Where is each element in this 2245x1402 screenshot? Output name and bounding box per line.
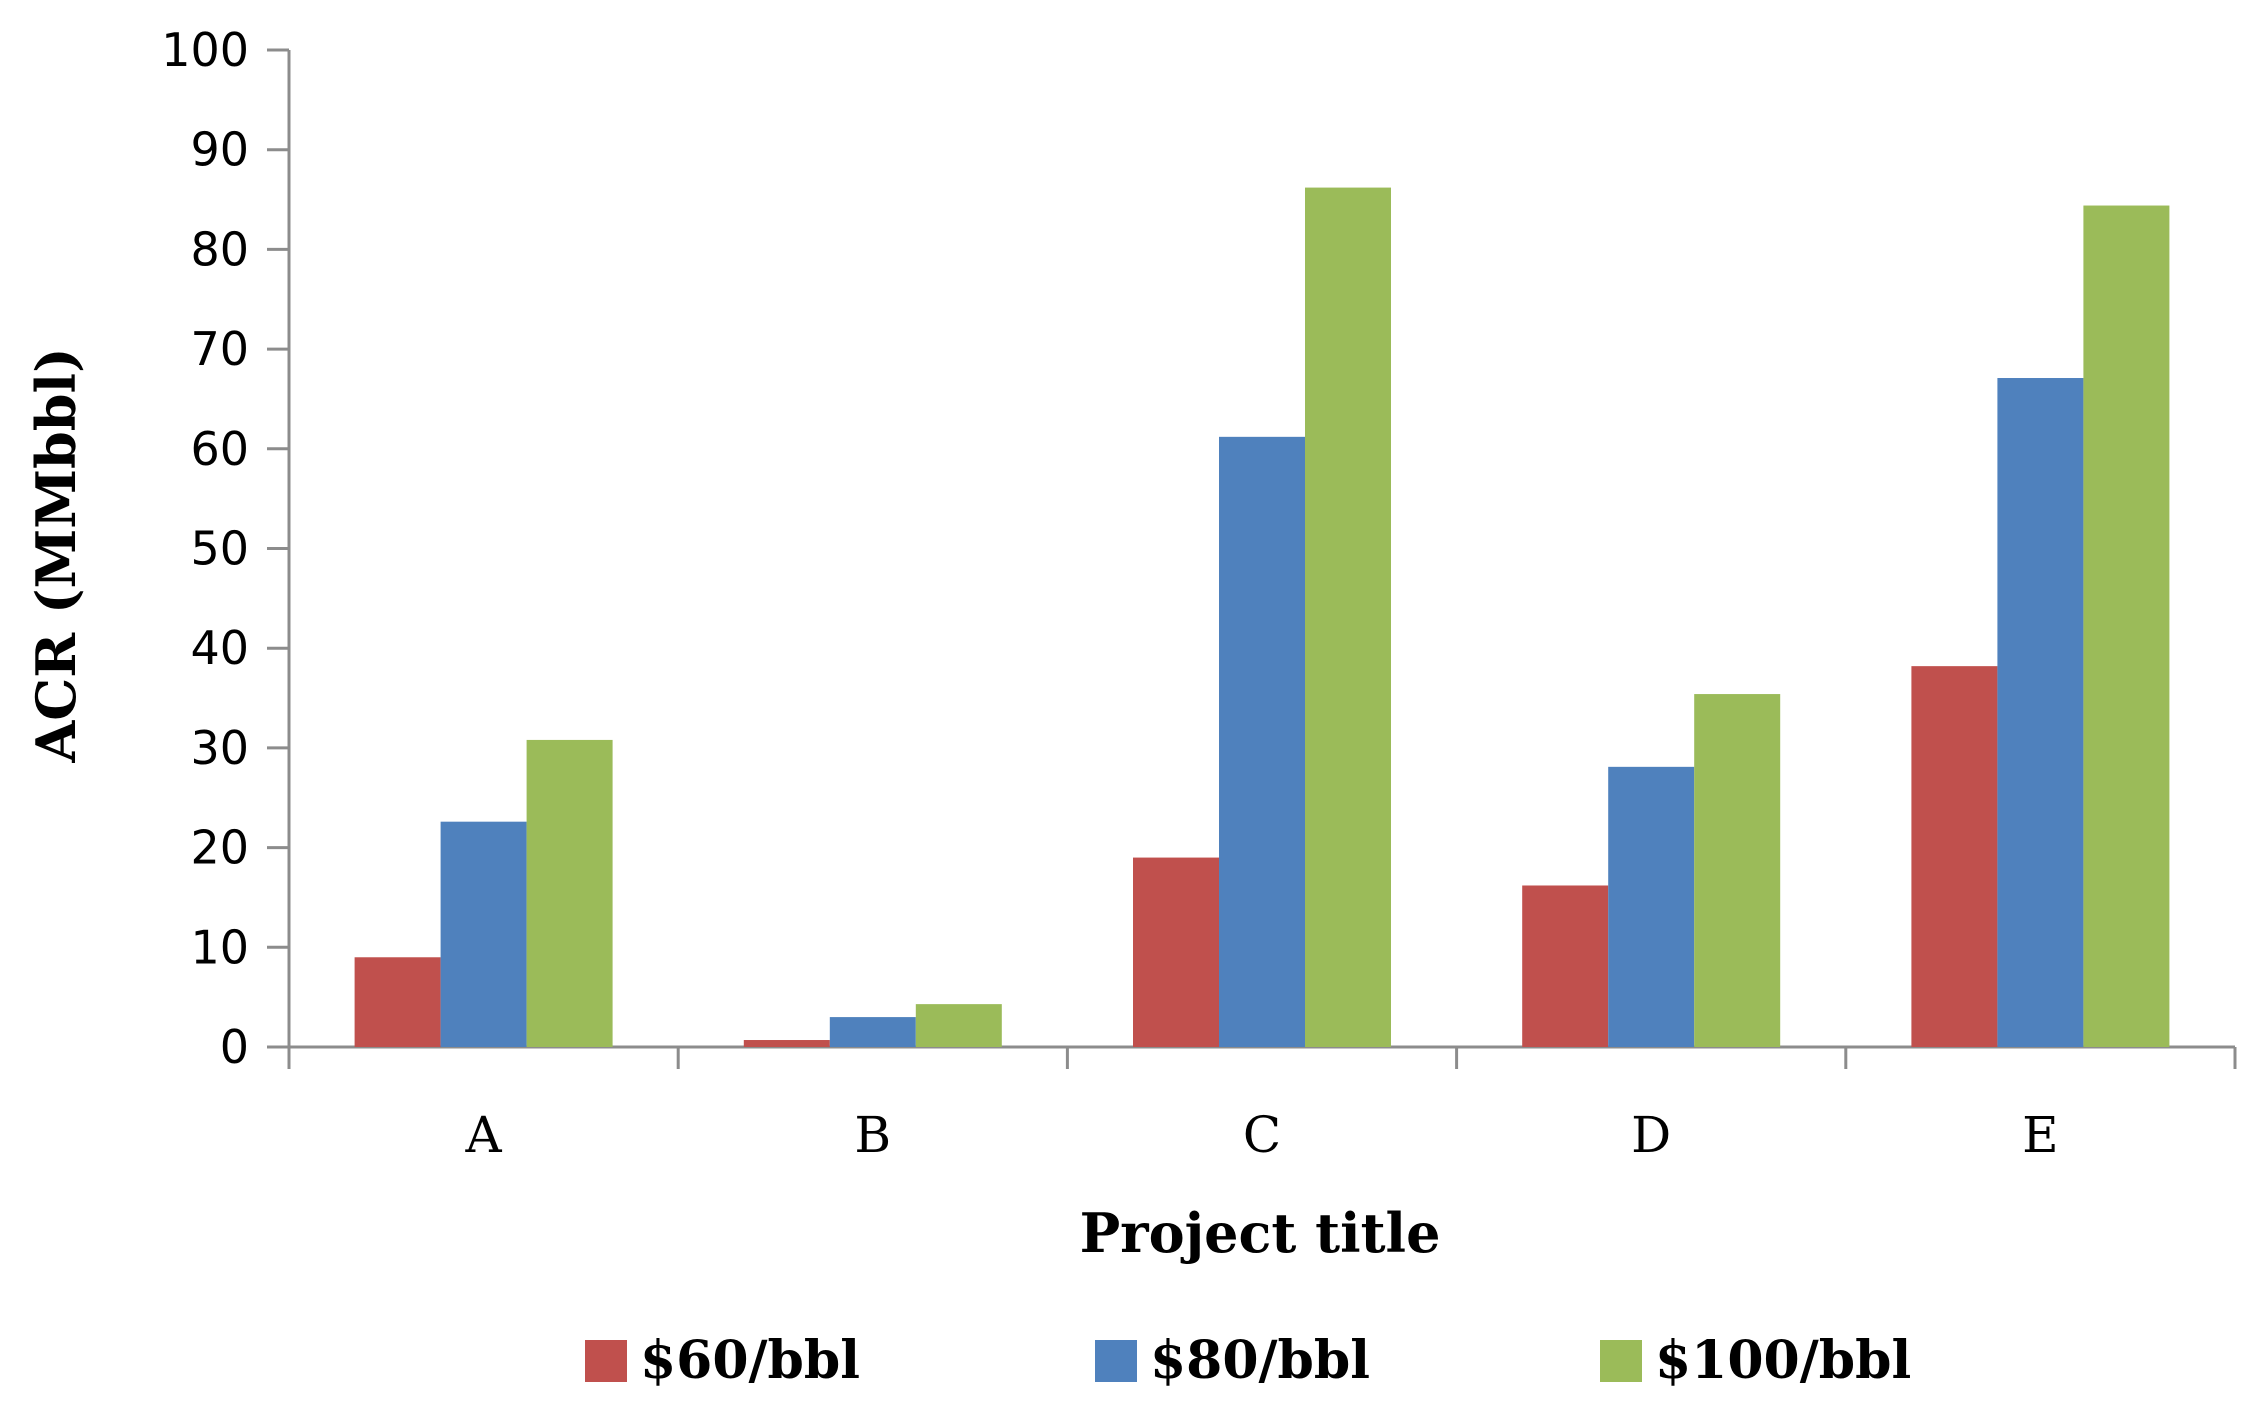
legend-swatch	[1600, 1340, 1642, 1382]
x-tick-label: C	[1243, 1106, 1281, 1164]
y-axis: 0 10 20 30 40 50 60 70 80 90 100	[161, 23, 291, 1074]
y-tick-label: 10	[190, 920, 249, 974]
bar-100bbl-a	[526, 739, 613, 1047]
x-tick-label: B	[854, 1106, 891, 1164]
legend-swatch	[585, 1340, 627, 1382]
bars	[354, 187, 2170, 1048]
y-tick-label: 40	[190, 621, 249, 675]
x-tick-label: E	[2022, 1106, 2059, 1164]
y-tick-label: 0	[220, 1020, 249, 1074]
bar-80bbl-a	[440, 821, 527, 1047]
x-tick-label: A	[465, 1106, 503, 1164]
bar-100bbl-b	[915, 1004, 1002, 1047]
y-tick-label: 70	[190, 322, 249, 376]
bar-80bbl-b	[829, 1017, 916, 1047]
bar-60bbl-e	[1911, 666, 1998, 1047]
x-axis-title: Project title	[1080, 1201, 1441, 1265]
y-axis-title: ACR (MMbbl)	[24, 347, 88, 763]
plot-area: 0 10 20 30 40 50 60 70 80 90 100 A B C D E	[161, 23, 2237, 1164]
legend-label: $80/bbl	[1150, 1330, 1370, 1391]
y-tick-label: 90	[190, 123, 249, 177]
legend-label: $60/bbl	[640, 1330, 860, 1391]
y-tick-label: 30	[190, 721, 249, 775]
legend: $60/bbl $80/bbl $100/bbl	[585, 1330, 1911, 1391]
y-tick-label: 20	[190, 821, 249, 875]
x-tick-label: D	[1631, 1106, 1671, 1164]
y-tick-label: 80	[190, 222, 249, 276]
bar-60bbl-c	[1133, 857, 1219, 1047]
legend-swatch	[1095, 1340, 1137, 1382]
legend-label: $100/bbl	[1655, 1330, 1911, 1391]
bar-80bbl-d	[1608, 766, 1695, 1047]
y-tick-label: 60	[190, 422, 249, 476]
bar-100bbl-c	[1305, 187, 1391, 1047]
bar-100bbl-d	[1694, 694, 1781, 1047]
bar-60bbl-a	[354, 957, 441, 1047]
y-tick-label: 100	[161, 23, 249, 77]
x-axis: A B C D E	[287, 1045, 2237, 1164]
bar-60bbl-b	[743, 1040, 830, 1047]
bar-80bbl-c	[1219, 436, 1305, 1047]
bar-100bbl-e	[2083, 205, 2170, 1048]
bar-80bbl-e	[1997, 378, 2084, 1047]
y-tick-label: 50	[190, 522, 249, 576]
bar-60bbl-d	[1522, 885, 1609, 1047]
